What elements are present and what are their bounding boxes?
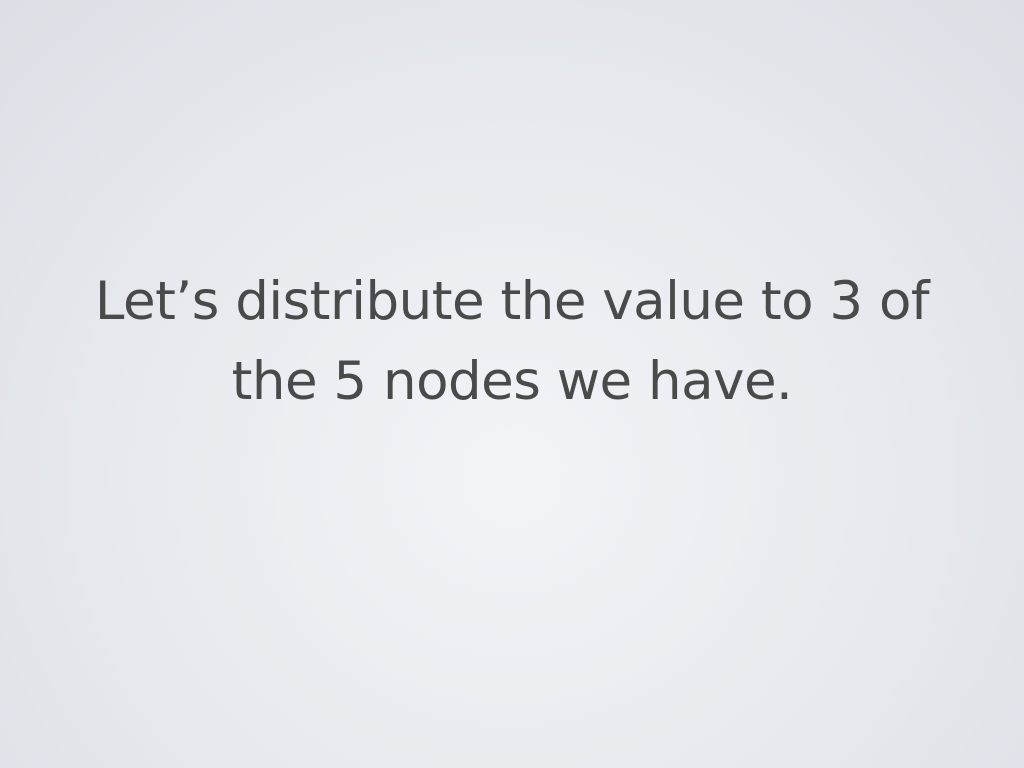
slide-text-line-2: the 5 nodes we have. bbox=[231, 351, 793, 412]
slide-text-line-1: Let’s distribute the value to 3 of bbox=[94, 271, 930, 332]
slide-body-text: Let’s distribute the value to 3 of the 5… bbox=[40, 262, 984, 422]
